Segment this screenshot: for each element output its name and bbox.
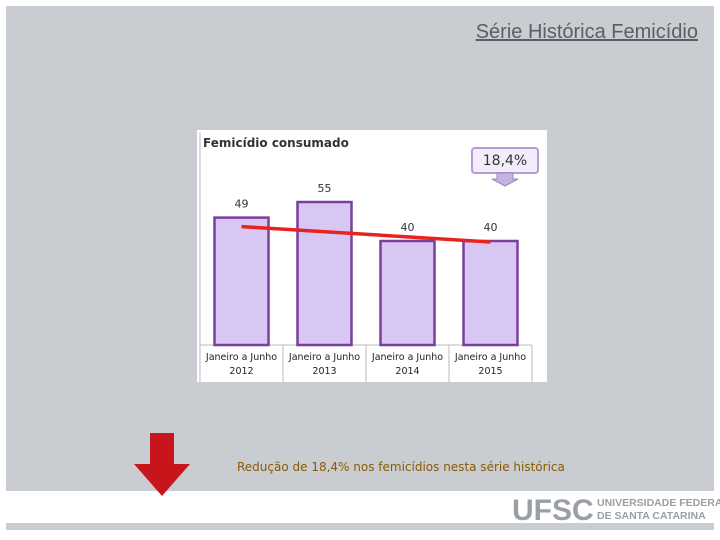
value-label: 55 <box>318 182 332 195</box>
x-tick-label: Janeiro a Junho 2014 <box>371 352 444 377</box>
value-label: 40 <box>484 221 498 234</box>
x-tick-label: Janeiro a Junho 2013 <box>288 352 361 377</box>
callout-text: 18,4% <box>483 153 527 169</box>
x-tick-label: Janeiro a Junho 2015 <box>454 352 527 377</box>
logo-acronym: UFSC <box>512 494 594 527</box>
bar <box>213 216 270 347</box>
chart-title: Femicídio consumado <box>203 136 349 150</box>
x-tick-label: Janeiro a Junho 2012 <box>205 352 278 377</box>
bar <box>379 239 436 347</box>
value-label: 49 <box>235 198 249 211</box>
down-arrow <box>134 433 190 496</box>
logo-line2: DE SANTA CATARINA <box>597 510 706 522</box>
slide-title: Série Histórica Femicídio <box>476 21 698 43</box>
callout-arrow <box>491 172 519 187</box>
bar <box>462 239 519 347</box>
caption: Redução de 18,4% nos femicídios nesta sé… <box>237 460 565 474</box>
trend-line <box>241 224 491 244</box>
bar <box>296 200 353 347</box>
value-label: 40 <box>401 221 415 234</box>
footer-strip <box>6 523 714 530</box>
logo-line1: UNIVERSIDADE FEDERAL <box>597 497 720 509</box>
